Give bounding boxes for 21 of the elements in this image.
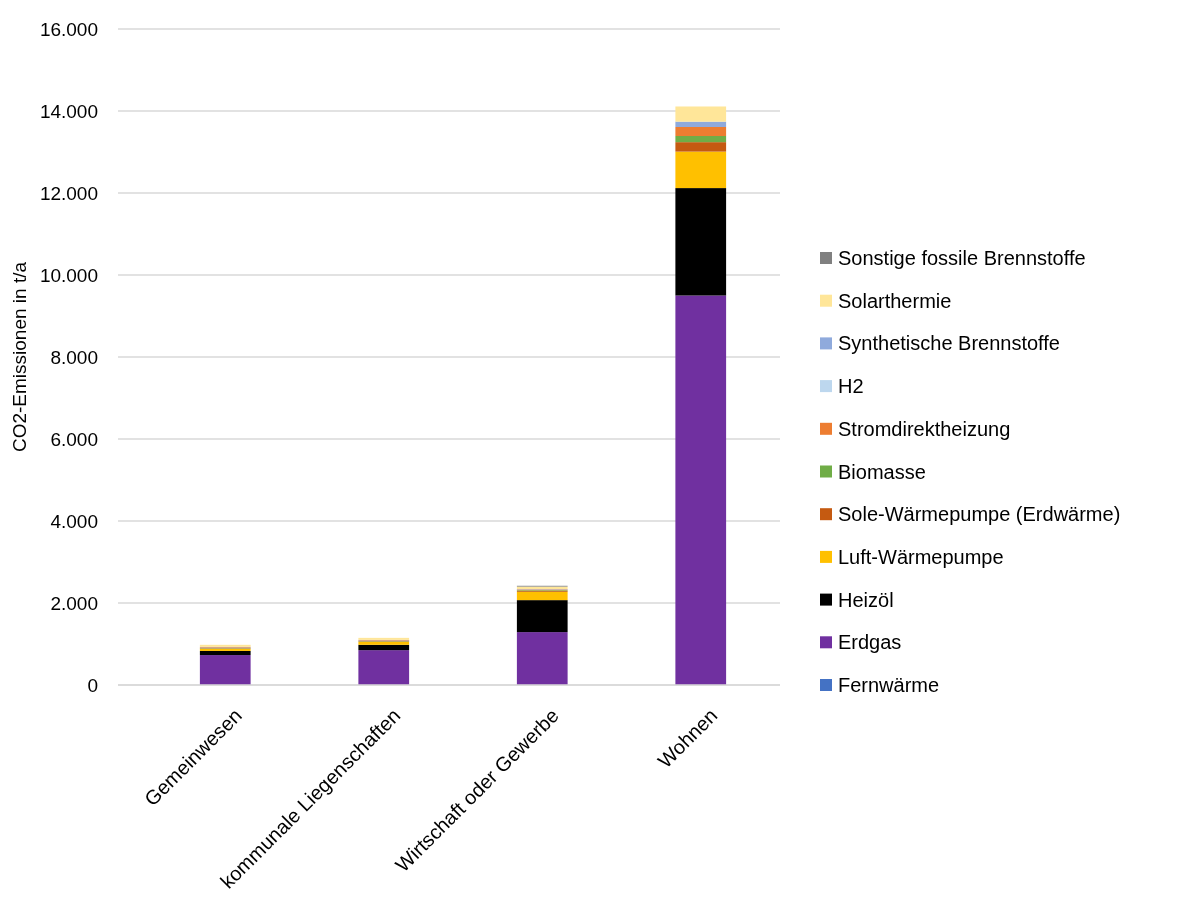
- legend-label: Fernwärme: [838, 674, 940, 696]
- legend-label: H2: [838, 375, 864, 398]
- y-tick-label: 8.000: [50, 346, 98, 368]
- y-tick-label: 16.000: [39, 18, 98, 40]
- legend-label: Biomasse: [838, 460, 926, 483]
- y-tick-label: 6.000: [50, 428, 98, 450]
- legend-label: Erdgas: [838, 631, 902, 654]
- legend-label: Sole-Wärmepumpe (Erdwärme): [838, 503, 1121, 526]
- legend-label: Heizöl: [838, 588, 894, 611]
- legend-label: Synthetische Brennstoffe: [838, 332, 1060, 355]
- legend-label: Sonstige fossile Brennstoffe: [838, 247, 1086, 269]
- legend-label: Solarthermie: [838, 289, 952, 312]
- y-tick-label: 12.000: [39, 182, 98, 204]
- y-tick-label: 10.000: [39, 264, 98, 286]
- y-tick-label: 2.000: [50, 592, 98, 614]
- y-tick-label: 0: [87, 674, 98, 696]
- y-tick-label: 14.000: [39, 100, 98, 122]
- legend-label: Luft-Wärmepumpe: [838, 545, 1004, 568]
- y-axis-title: CO2-Emissionen in t/a: [9, 261, 30, 453]
- legend-label: Stromdirektheizung: [838, 417, 1011, 440]
- y-tick-label: 4.000: [50, 510, 98, 532]
